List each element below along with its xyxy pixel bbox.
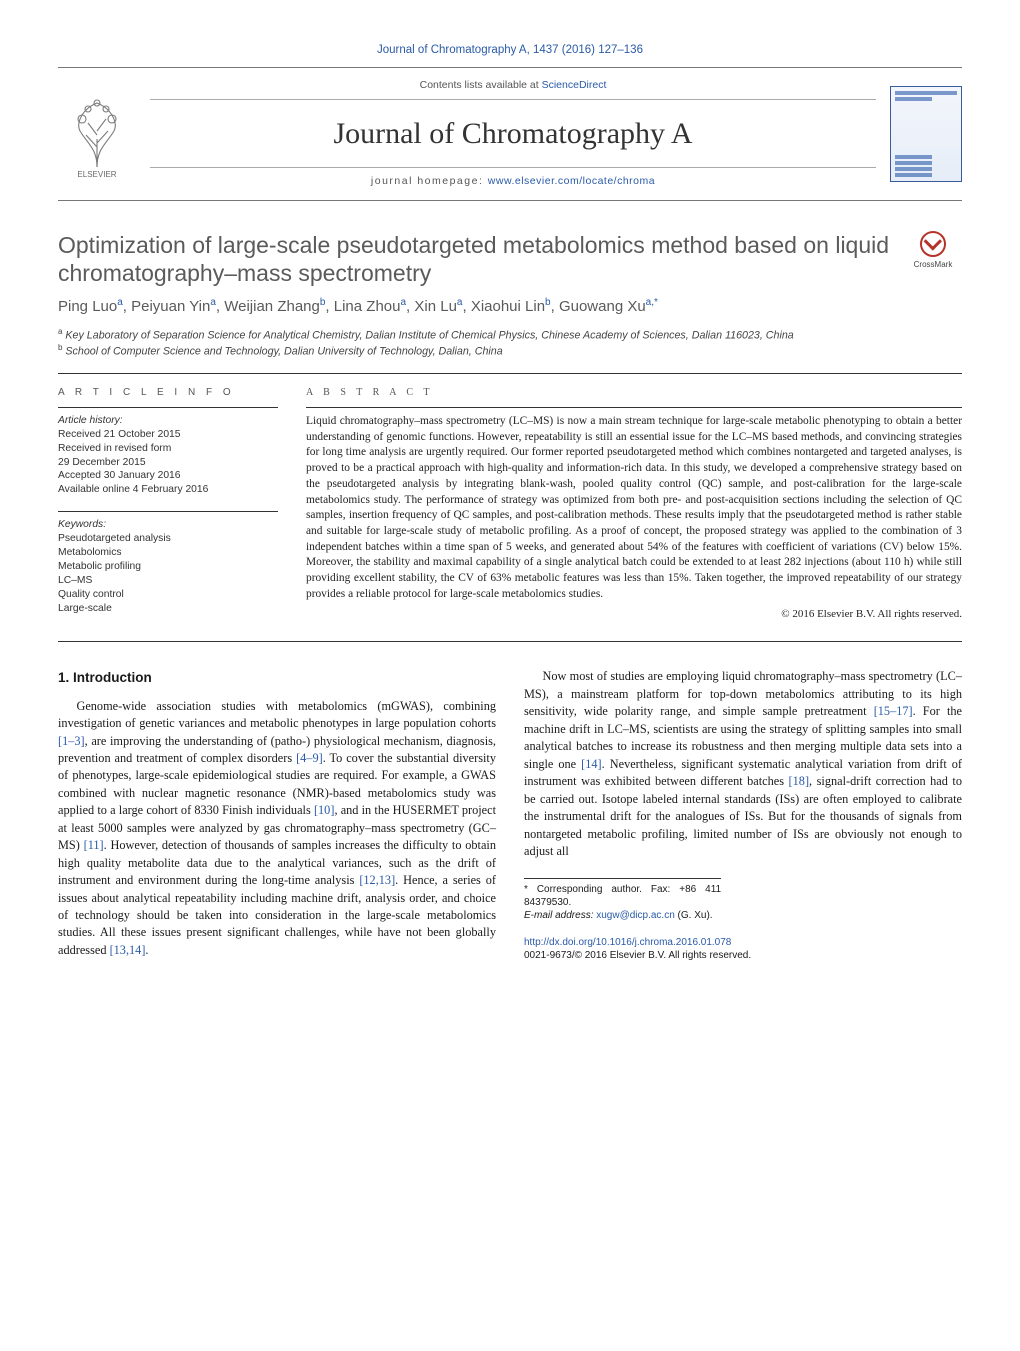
affiliation-line: a Key Laboratory of Separation Science f… xyxy=(58,327,962,343)
page-citation-header: Journal of Chromatography A, 1437 (2016)… xyxy=(58,42,962,59)
history-line: 29 December 2015 xyxy=(58,456,278,470)
history-line: Accepted 30 January 2016 xyxy=(58,469,278,483)
keywords-block: Keywords: Pseudotargeted analysisMetabol… xyxy=(58,511,278,615)
body-paragraph: Genome-wide association studies with met… xyxy=(58,698,496,960)
email-tail: (G. Xu). xyxy=(675,910,713,921)
page-root: Journal of Chromatography A, 1437 (2016)… xyxy=(0,0,1020,990)
body-text: and environment during the long-time ana… xyxy=(116,873,360,887)
crossmark-label: CrossMark xyxy=(914,260,953,269)
citation-link[interactable]: [15–17] xyxy=(874,704,913,718)
journal-cover-thumb xyxy=(890,86,962,182)
affiliations: a Key Laboratory of Separation Science f… xyxy=(58,327,962,359)
abstract-column: a b s t r a c t Liquid chromatography–ma… xyxy=(306,386,962,629)
publisher-logo: ELSEVIER xyxy=(58,89,136,179)
header-center: Contents lists available at ScienceDirec… xyxy=(150,78,876,190)
abstract-text: Liquid chromatography–mass spectrometry … xyxy=(306,407,962,603)
article-history-lead: Article history: xyxy=(58,414,278,428)
divider-rule xyxy=(58,373,962,374)
keyword-item: Metabolomics xyxy=(58,546,278,560)
info-abstract-row: a r t i c l e i n f o Article history: R… xyxy=(58,386,962,629)
keywords-lead: Keywords: xyxy=(58,518,278,532)
body-text: . xyxy=(145,943,148,957)
citation-link[interactable]: [14] xyxy=(581,757,602,771)
email-lead: E-mail address: xyxy=(524,910,596,921)
citation-link[interactable]: [12,13] xyxy=(359,873,395,887)
email-link[interactable]: xugw@dicp.ac.cn xyxy=(596,910,675,921)
citation-link[interactable]: Journal of Chromatography A, 1437 (2016)… xyxy=(377,44,643,56)
divider-rule xyxy=(58,641,962,642)
journal-name: Journal of Chromatography A xyxy=(150,112,876,156)
citation-link[interactable]: [10] xyxy=(314,803,335,817)
citation-link[interactable]: [18] xyxy=(789,774,810,788)
journal-header-block: ELSEVIER Contents lists available at Sci… xyxy=(58,67,962,201)
abstract-head: a b s t r a c t xyxy=(306,386,962,401)
keyword-item: Large-scale xyxy=(58,602,278,616)
keyword-item: LC–MS xyxy=(58,574,278,588)
body-two-column: 1. Introduction Genome-wide association … xyxy=(58,668,962,962)
journal-homepage-line: journal homepage: www.elsevier.com/locat… xyxy=(150,167,876,189)
contents-prefix: Contents lists available at xyxy=(420,79,542,91)
author-list: Ping Luoa, Peiyuan Yina, Weijian Zhangb,… xyxy=(58,296,962,317)
journal-home-label: journal homepage: xyxy=(371,175,488,187)
affiliation-line: b School of Computer Science and Technol… xyxy=(58,343,962,359)
article-history-block: Article history: Received 21 October 201… xyxy=(58,407,278,497)
issn-copyright-line: 0021-9673/© 2016 Elsevier B.V. All right… xyxy=(524,950,751,961)
history-line: Available online 4 February 2016 xyxy=(58,483,278,497)
body-paragraph: Now most of studies are employing liquid… xyxy=(524,668,962,860)
crossmark-icon xyxy=(920,231,946,257)
corr-email-line: E-mail address: xugw@dicp.ac.cn (G. Xu). xyxy=(524,909,721,922)
keyword-item: Pseudotargeted analysis xyxy=(58,532,278,546)
body-text: Genome-wide association studies with met… xyxy=(58,699,496,730)
history-line: Received in revised form xyxy=(58,442,278,456)
sciencedirect-link[interactable]: ScienceDirect xyxy=(542,79,607,91)
elsevier-tree-icon: ELSEVIER xyxy=(58,89,136,179)
citation-link[interactable]: [13,14] xyxy=(110,943,146,957)
section-heading-introduction: 1. Introduction xyxy=(58,668,496,687)
history-line: Received 21 October 2015 xyxy=(58,428,278,442)
journal-home-link[interactable]: www.elsevier.com/locate/chroma xyxy=(488,175,655,187)
keyword-item: Quality control xyxy=(58,588,278,602)
svg-text:ELSEVIER: ELSEVIER xyxy=(77,170,116,179)
contents-available-line: Contents lists available at ScienceDirec… xyxy=(150,78,876,100)
article-info-column: a r t i c l e i n f o Article history: R… xyxy=(58,386,278,629)
paper-title: Optimization of large-scale pseudotarget… xyxy=(58,231,890,289)
citation-link[interactable]: [11] xyxy=(84,838,104,852)
crossmark-widget[interactable]: CrossMark xyxy=(904,231,962,271)
citation-link[interactable]: [4–9] xyxy=(296,751,323,765)
article-info-head: a r t i c l e i n f o xyxy=(58,386,278,401)
doi-link[interactable]: http://dx.doi.org/10.1016/j.chroma.2016.… xyxy=(524,937,731,948)
keyword-item: Metabolic profiling xyxy=(58,560,278,574)
corresponding-author-footnote: * Corresponding author. Fax: +86 411 843… xyxy=(524,878,721,922)
corr-author-line: * Corresponding author. Fax: +86 411 843… xyxy=(524,883,721,909)
title-row: Optimization of large-scale pseudotarget… xyxy=(58,231,962,289)
doi-block: http://dx.doi.org/10.1016/j.chroma.2016.… xyxy=(524,936,962,962)
citation-link[interactable]: [1–3] xyxy=(58,734,85,748)
abstract-copyright: © 2016 Elsevier B.V. All rights reserved… xyxy=(306,607,962,623)
